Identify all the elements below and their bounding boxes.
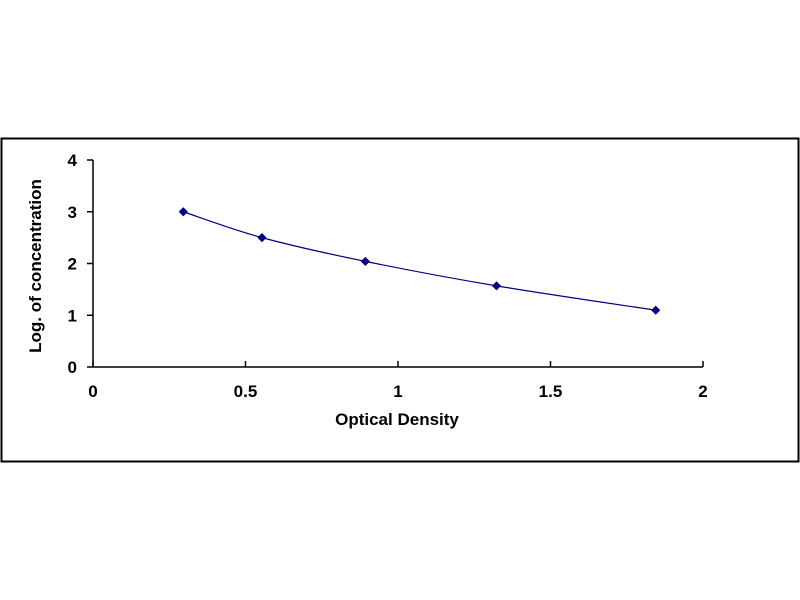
data-point [178,207,188,217]
y-axis-title: Log. of concentration [26,179,45,353]
x-tick-label: 0 [88,382,97,401]
data-point [651,305,661,315]
axes [87,159,704,368]
x-tick-label: 1.5 [539,382,563,401]
x-tick-label: 1 [393,382,402,401]
data-point [257,233,267,243]
y-tick-label: 2 [68,255,77,274]
data-point [491,281,502,291]
y-tick-label: 0 [68,358,77,377]
x-axis-title: Optical Density [335,410,459,429]
y-tick-label: 4 [68,151,78,170]
chart-frame [0,137,800,463]
y-tick-label: 3 [68,203,77,222]
x-tick-label: 0.5 [234,382,258,401]
x-tick-labels: 0 0.5 1 1.5 2 [88,382,707,401]
y-tick-label: 1 [68,306,77,325]
data-point [360,256,370,266]
data-points [178,207,661,315]
fit-curve-layer [183,211,656,311]
fit-curve [183,211,656,311]
x-tick-label: 2 [698,382,707,401]
y-tick-labels: 0 1 2 3 4 [68,151,78,377]
